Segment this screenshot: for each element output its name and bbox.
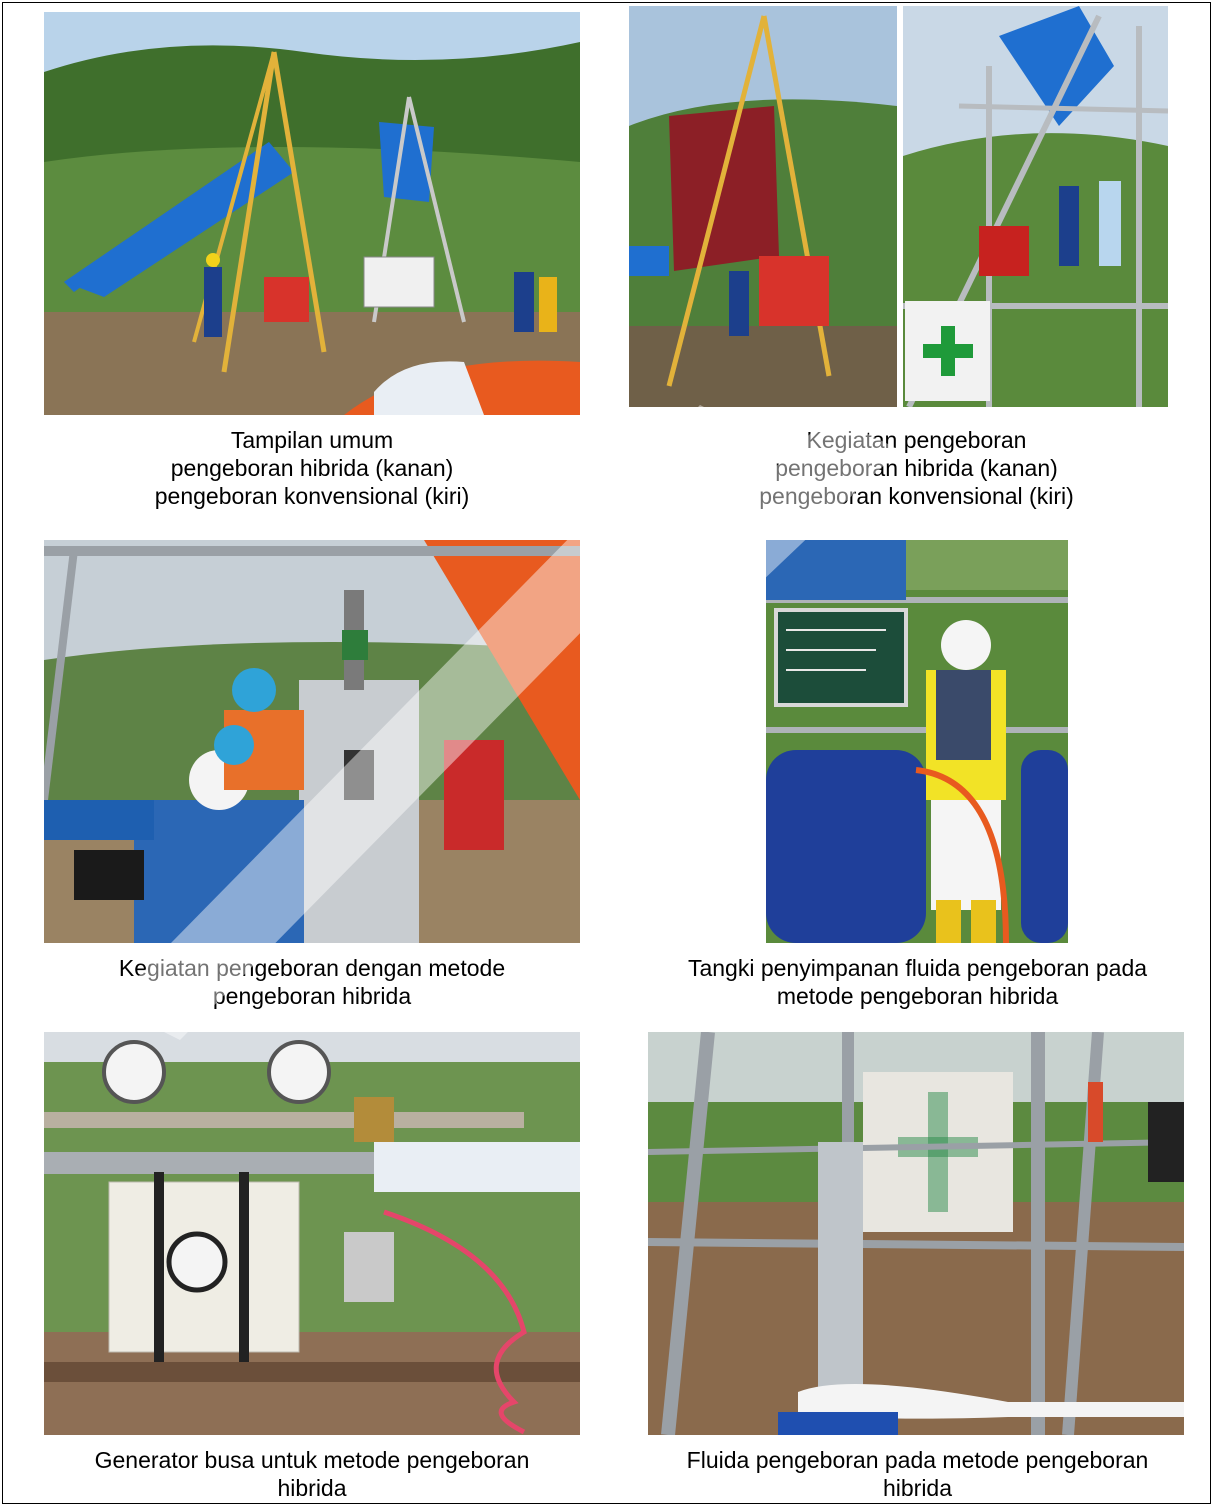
drilling-fluid-ground-photo [648, 1032, 1184, 1435]
figure-1-caption: Tampilan umum pengeboran hibrida (kanan)… [44, 426, 580, 510]
caption-line: Generator busa untuk metode pengeboran [94, 1447, 530, 1473]
caption-line: hibrida [882, 1475, 953, 1501]
figure-2-caption: Kegiatan pengeboran pengeboran hibrida (… [629, 426, 1204, 510]
figure-4: Tangki penyimpanan fluida pengeboran pad… [645, 540, 1190, 1010]
figure-3: Kegiatan pengeboran dengan metode pengeb… [44, 540, 580, 1010]
figure-4-caption: Tangki penyimpanan fluida pengeboran pad… [645, 954, 1190, 1010]
caption-line: pengeboran konvensional (kiri) [759, 483, 1074, 509]
foam-generator-photo [44, 1032, 580, 1435]
caption-line: pengeboran hibrida (kanan) [170, 455, 454, 481]
figure-6-caption: Fluida pengeboran pada metode pengeboran… [645, 1446, 1190, 1502]
figure-2: Kegiatan pengeboran pengeboran hibrida (… [629, 6, 1168, 516]
figure-5: Generator busa untuk metode pengeboran h… [44, 1032, 580, 1502]
figure-6: Fluida pengeboran pada metode pengeboran… [645, 1032, 1190, 1502]
workers-at-hybrid-rig-photo [44, 540, 580, 943]
caption-line: pengeboran hibrida (kanan) [775, 455, 1058, 481]
drilling-rigs-hillside-photo [44, 12, 580, 415]
caption-line: pengeboran konvensional (kiri) [154, 483, 470, 509]
caption-line: hibrida [277, 1475, 347, 1501]
caption-line: Fluida pengeboran pada metode pengeboran [686, 1447, 1149, 1473]
drilling-activity-photo [629, 6, 1168, 407]
caption-line: Kegiatan pengeboran dengan metode [118, 955, 506, 981]
figure-1: Tampilan umum pengeboran hibrida (kanan)… [44, 12, 580, 512]
figure-5-caption: Generator busa untuk metode pengeboran h… [44, 1446, 580, 1502]
caption-line: Kegiatan pengeboran [806, 427, 1027, 453]
caption-line: Tangki penyimpanan fluida pengeboran pad… [687, 955, 1148, 981]
figure-3-caption: Kegiatan pengeboran dengan metode pengeb… [44, 954, 580, 1010]
caption-line: metode pengeboran hibrida [776, 983, 1059, 1009]
caption-line: Tampilan umum [230, 427, 394, 453]
caption-line: pengeboran hibrida [212, 983, 412, 1009]
fluid-storage-tank-photo [766, 540, 1068, 943]
